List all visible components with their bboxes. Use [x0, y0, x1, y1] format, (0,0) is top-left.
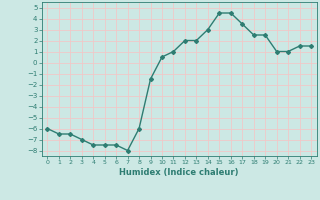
- X-axis label: Humidex (Indice chaleur): Humidex (Indice chaleur): [119, 168, 239, 177]
